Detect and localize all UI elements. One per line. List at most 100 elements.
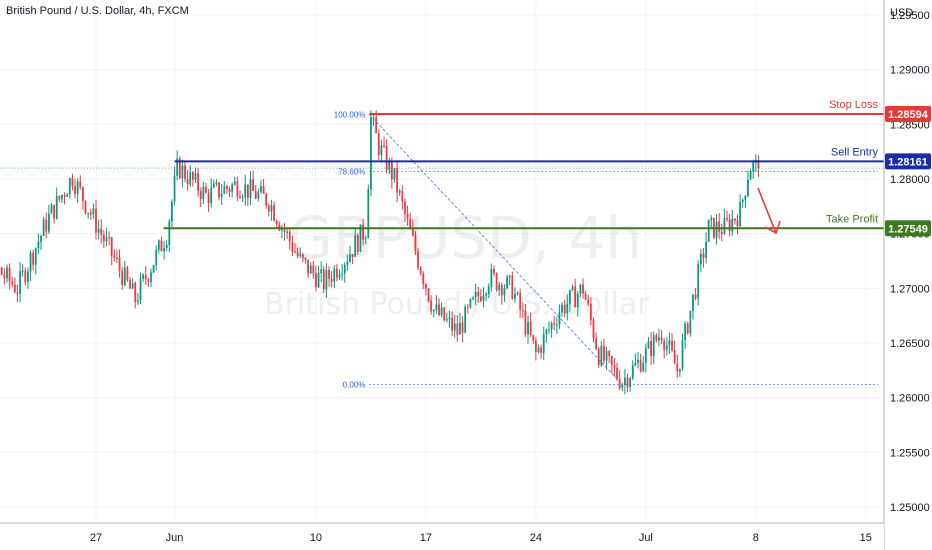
candle-body: [21, 270, 24, 272]
fib-level-label: 100.00%: [334, 110, 366, 119]
candle-body: [212, 183, 215, 188]
candle-body: [152, 265, 155, 273]
candle-body: [92, 208, 95, 215]
candle-body: [74, 186, 76, 194]
candle-body: [383, 145, 385, 147]
candle-body: [110, 237, 113, 256]
candle-body: [333, 268, 336, 282]
candle-body: [191, 172, 194, 180]
symbol-watermark: GBPUSD, 4h: [288, 204, 642, 272]
candle-body: [197, 173, 200, 192]
candle-body: [82, 187, 84, 201]
candle-body: [482, 295, 485, 301]
candle-body: [309, 265, 312, 274]
candle-body: [144, 274, 147, 280]
candle-body: [665, 345, 668, 351]
candle-body: [555, 324, 558, 326]
candle-body: [692, 294, 694, 311]
candle-body: [529, 321, 532, 336]
candle-body: [320, 269, 323, 274]
candle-body: [24, 270, 27, 283]
price-tick-label: 1.29500: [890, 10, 930, 22]
candle-body: [283, 228, 286, 232]
candle-body: [356, 235, 359, 252]
level-label-stop-loss: Stop Loss: [829, 99, 878, 111]
candle-body: [328, 270, 330, 279]
candle-body: [215, 182, 218, 184]
candle-body: [728, 219, 731, 232]
price-tick-label: 1.25500: [890, 447, 930, 459]
candle-body: [398, 190, 401, 193]
price-axis[interactable]: 1.295001.290001.285001.280001.275001.270…: [890, 10, 930, 514]
candle-body: [637, 359, 639, 363]
price-tick-label: 1.25000: [890, 502, 930, 514]
time-tick-label: 10: [310, 532, 322, 544]
candle-body: [490, 268, 493, 287]
candle-body: [108, 237, 110, 239]
candle-body: [584, 293, 587, 300]
candle-body: [63, 195, 66, 197]
candle-body: [390, 160, 393, 180]
candle-body: [0, 267, 3, 275]
candle-body: [291, 241, 294, 252]
candle-body: [385, 145, 388, 171]
candle-body: [239, 196, 241, 198]
candle-body: [731, 218, 734, 232]
candle-body: [621, 384, 624, 388]
price-axis-panel: [884, 0, 932, 550]
candle-body: [469, 299, 472, 307]
candle-body: [233, 181, 236, 185]
time-tick-label: 17: [420, 532, 432, 544]
candle-body: [160, 240, 163, 252]
candle-body: [561, 304, 563, 313]
candle-body: [45, 219, 48, 232]
candle-body: [50, 204, 53, 214]
candle-body: [66, 194, 69, 197]
candle-body: [226, 186, 228, 190]
time-axis[interactable]: 27 Jun 10 17 24 Jul 8 15: [90, 532, 872, 544]
candle-body: [299, 254, 302, 257]
candle-body: [246, 184, 249, 198]
candle-body: [459, 322, 461, 335]
candle-body: [8, 267, 11, 282]
candle-body: [464, 306, 467, 333]
candle-body: [89, 212, 92, 215]
candle-body: [411, 229, 414, 236]
fib-trend-line: [369, 114, 623, 385]
candle-body: [749, 171, 752, 180]
candle-body: [587, 299, 590, 304]
candle-body: [163, 248, 165, 252]
candle-body: [663, 340, 666, 351]
candle-body: [301, 254, 304, 258]
candle-body: [461, 322, 464, 333]
chart-title: British Pound / U.S. Dollar, 4h, FXCM: [6, 5, 189, 17]
candle-body: [202, 186, 205, 199]
price-tick-label: 1.28000: [890, 174, 930, 186]
candle-body: [42, 219, 45, 236]
candle-body: [519, 292, 522, 310]
candle-body: [126, 267, 129, 280]
candle-body: [425, 284, 427, 289]
candle-body: [427, 288, 430, 301]
candle-body: [511, 275, 514, 299]
trade-levels[interactable]: Stop Loss Sell Entry Take Profit: [163, 99, 884, 230]
candle-body: [296, 251, 299, 257]
candle-body: [286, 231, 289, 233]
currency-label[interactable]: USD: [890, 7, 913, 19]
candle-body: [720, 231, 723, 234]
time-tick-label: 15: [860, 532, 872, 544]
price-tick-label: 1.29000: [890, 65, 930, 77]
candle-body: [506, 276, 508, 289]
candle-body: [548, 329, 550, 331]
time-tick-label: Jun: [166, 532, 184, 544]
candlesticks: [0, 110, 760, 395]
candle-body: [500, 284, 503, 296]
candle-body: [68, 178, 71, 195]
candle-body: [537, 347, 540, 353]
candle-body: [597, 348, 600, 366]
candle-body: [168, 221, 171, 245]
candle-body: [349, 254, 351, 262]
candle-body: [658, 337, 660, 341]
